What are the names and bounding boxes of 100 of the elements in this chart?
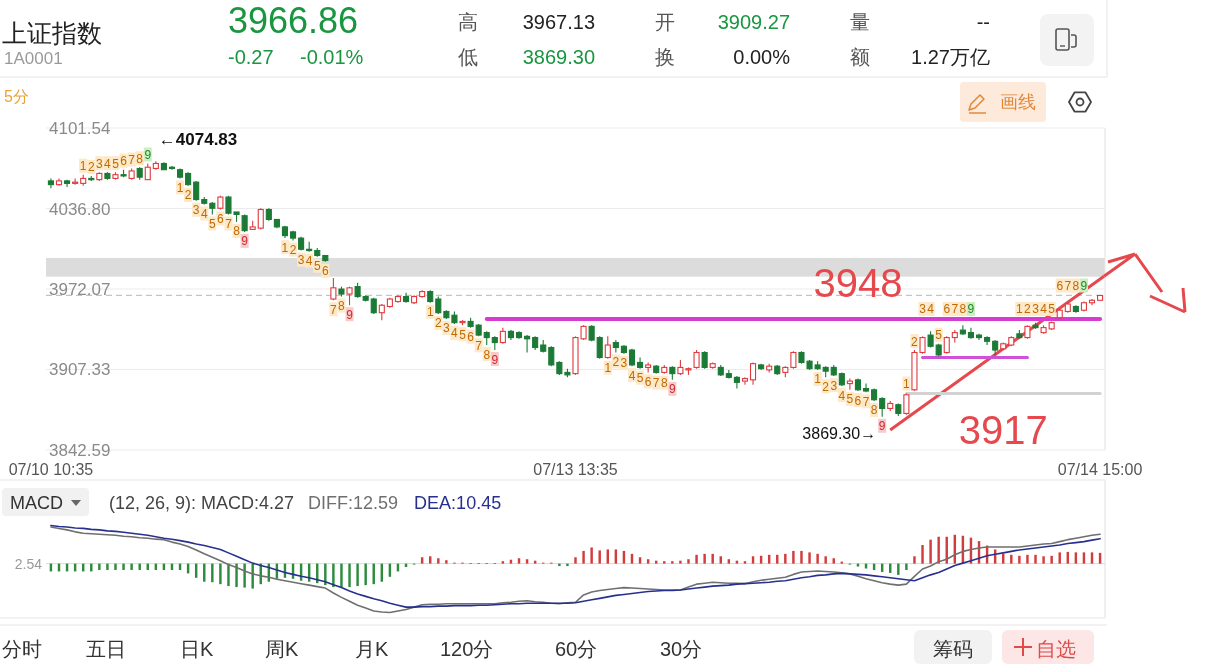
bar [679, 560, 682, 564]
bar [574, 557, 577, 564]
bar [566, 563, 569, 567]
annotation: ←4074.83 [158, 130, 238, 150]
text: 2 [1024, 302, 1031, 317]
bar [582, 550, 585, 564]
annotation: 3917 [958, 407, 1048, 452]
candlestick [846, 378, 853, 391]
y-tick-label: 3972.07 [49, 279, 111, 299]
text: 分时 [2, 638, 42, 660]
text: 2 [822, 379, 830, 394]
text: 5 [313, 259, 321, 274]
text: 4 [451, 326, 458, 341]
text: -- [976, 11, 990, 33]
text: 6 [644, 374, 652, 389]
bar [340, 563, 343, 588]
bar [122, 563, 125, 570]
text: 6 [120, 154, 127, 169]
text: DIFF:12.59 [308, 493, 399, 513]
text: 8 [660, 376, 668, 391]
y-tick-label: 4036.80 [49, 199, 111, 218]
bar [138, 563, 141, 570]
text: 额 [850, 46, 870, 68]
text: 5 [112, 156, 119, 171]
text: 1 [903, 377, 910, 392]
bar [703, 553, 706, 564]
text: 5 [636, 371, 644, 386]
text: 9 [669, 382, 676, 397]
text: 1 [426, 305, 434, 320]
bar [687, 559, 690, 564]
text: 3 [192, 203, 200, 218]
bar [784, 553, 787, 564]
bar [590, 547, 593, 564]
bar [251, 563, 254, 589]
bar [1010, 554, 1013, 564]
text: 7 [225, 216, 232, 231]
bar [921, 545, 924, 564]
bar [364, 563, 367, 586]
text: 低 [458, 46, 478, 68]
text: 五日 [86, 638, 126, 660]
bar [356, 563, 359, 587]
text: 1A0001 [4, 49, 63, 68]
text: 60分 [555, 638, 598, 660]
text: 4 [200, 207, 208, 222]
annotation: 3869.30→ [802, 424, 877, 442]
candlestick [72, 177, 79, 186]
text: 6 [321, 264, 329, 279]
text: 5分 [4, 88, 29, 105]
bar [711, 553, 714, 564]
text: 7 [862, 394, 870, 409]
text: 5 [846, 392, 854, 407]
text: 9 [346, 307, 353, 322]
text: 2 [184, 188, 192, 203]
text: 6 [217, 212, 224, 226]
bar [663, 561, 666, 564]
candlestick [741, 376, 749, 386]
text: 1 [1016, 302, 1023, 317]
text: 上证指数 [2, 19, 102, 47]
text: 4 [927, 302, 934, 317]
text: 9 [144, 147, 152, 162]
candlestick [596, 335, 603, 360]
text: 4 [305, 254, 313, 269]
text: 7 [951, 302, 959, 317]
text: 1 [281, 240, 289, 255]
bar [695, 554, 698, 564]
text: 1 [814, 372, 821, 387]
bar [501, 561, 505, 564]
bar [243, 563, 246, 588]
text: 4 [838, 388, 846, 403]
bar [905, 563, 908, 570]
text: 7 [475, 338, 482, 353]
text: 4 [628, 368, 636, 383]
text: 6 [1056, 278, 1064, 293]
bar [1042, 556, 1045, 564]
bar [1026, 554, 1029, 564]
text: 周K [265, 638, 299, 660]
text: 3967.13 [522, 11, 595, 33]
text: 7 [330, 302, 337, 317]
y-tick-label: 3842.59 [49, 440, 111, 460]
bar [106, 563, 109, 570]
chart-subtitle: (12, 26, 9): MACD:4.27 [109, 493, 295, 513]
text: 1 [176, 180, 184, 195]
text: 3 [443, 321, 450, 336]
text: 1 [604, 361, 612, 376]
bar [558, 563, 561, 567]
text: 3966.86 [228, 0, 359, 41]
candlestick [749, 361, 757, 386]
bar [671, 561, 674, 564]
bar [219, 563, 222, 585]
bar [130, 563, 133, 570]
text: 3 [96, 156, 103, 171]
bar [445, 560, 448, 564]
candlestick [604, 335, 611, 360]
text: 6 [467, 330, 474, 345]
text: 120分 [440, 638, 494, 660]
text: 2 [612, 355, 620, 369]
x-tick-label: 07/13 13:35 [533, 461, 618, 478]
y-tick-label: 4101.54 [49, 118, 111, 138]
text: 0.00% [733, 46, 791, 68]
bar [348, 563, 351, 588]
